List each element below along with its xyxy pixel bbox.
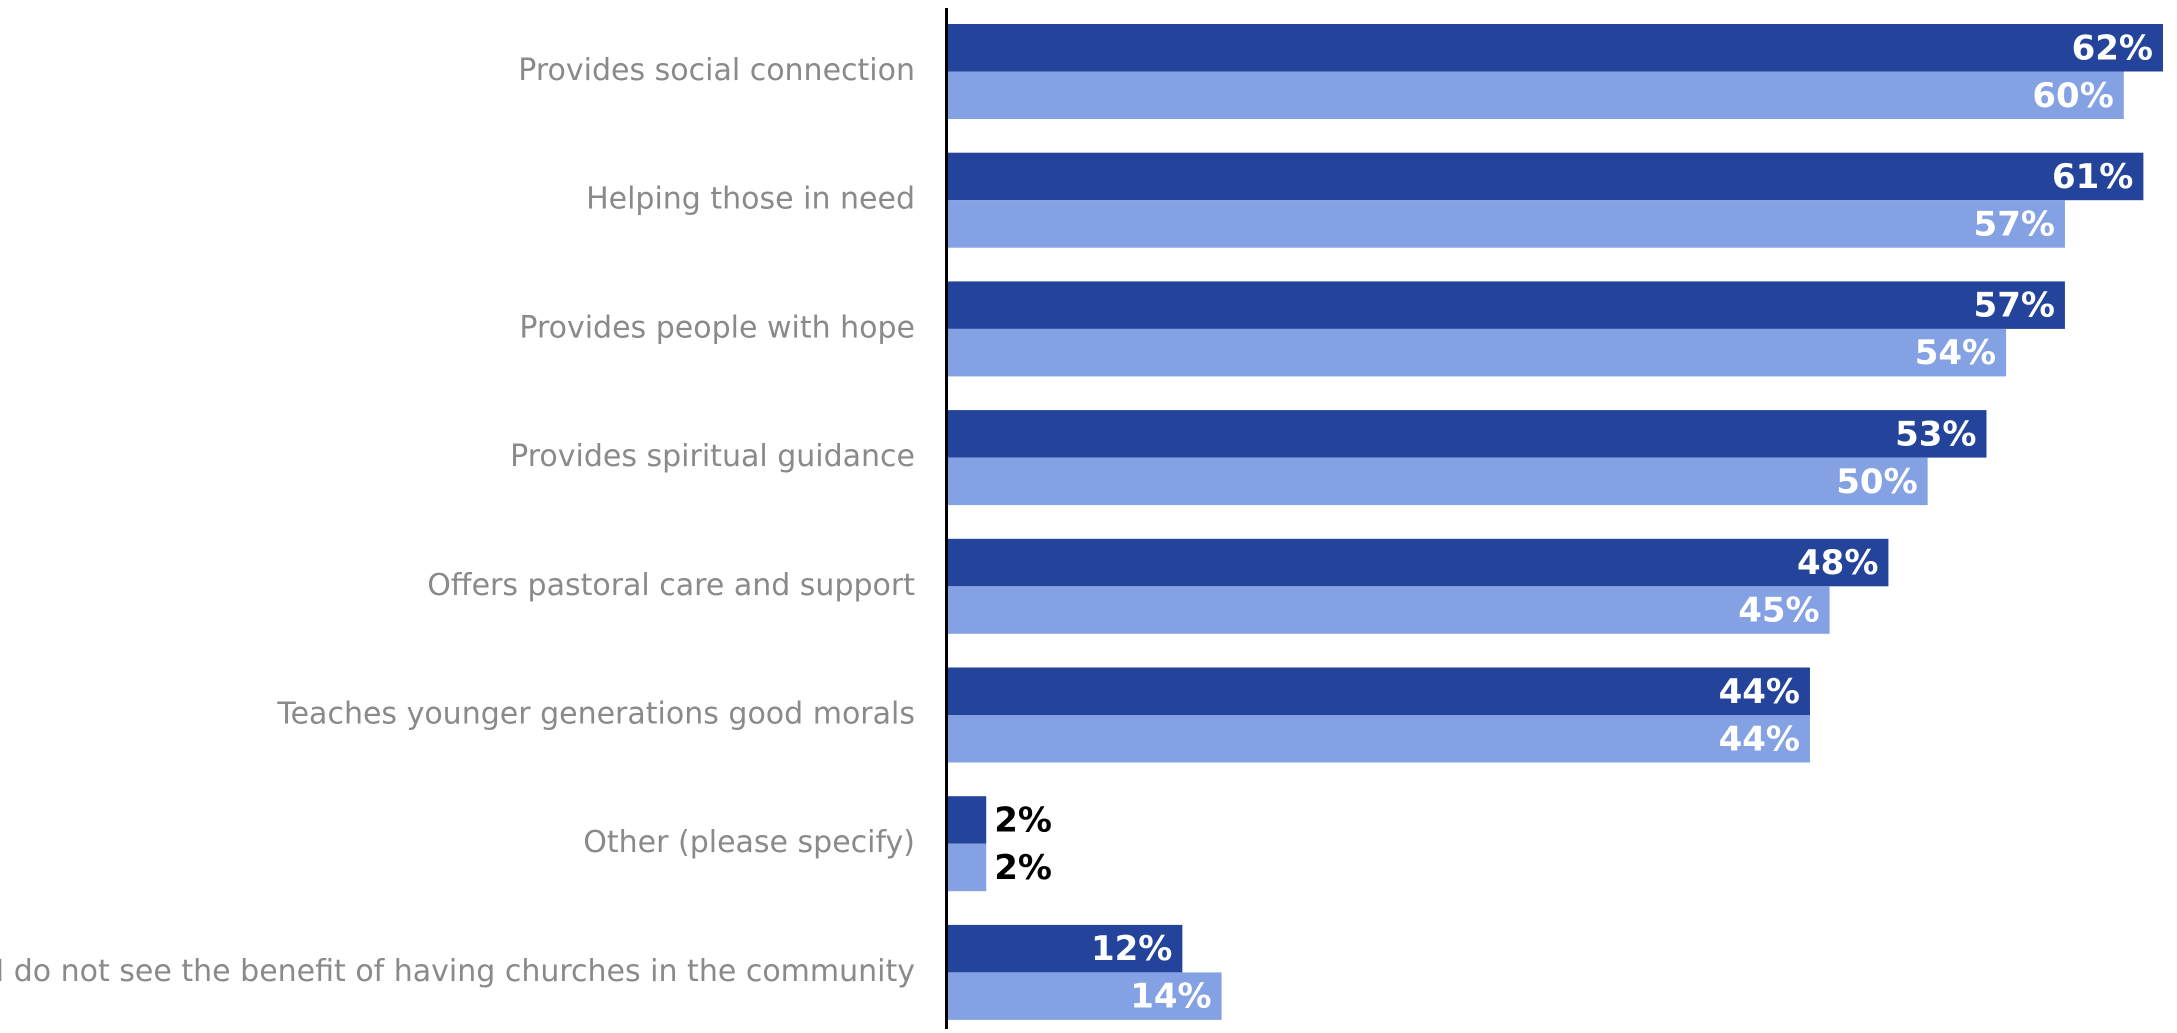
bar-series-1 — [947, 152, 2144, 201]
category-label: Other (please specify) — [583, 825, 915, 860]
bar-series-1 — [947, 281, 2065, 329]
bar-series-1 — [947, 538, 1889, 587]
bar-series-2 — [947, 71, 2124, 119]
data-label: 44% — [1719, 719, 1800, 759]
category-label: Provides social connection — [518, 53, 915, 88]
bar-group: I do not see the benefit of having churc… — [0, 924, 1222, 1020]
bar-series-1 — [947, 667, 1810, 715]
bar-series-1 — [947, 924, 1183, 973]
data-label: 45% — [1738, 591, 1819, 631]
bar-series-2 — [947, 843, 987, 892]
bar-group: Provides spiritual guidance 53% 50% — [510, 410, 1987, 506]
data-label: 53% — [1895, 414, 1976, 454]
data-label: 60% — [2032, 76, 2113, 116]
category-label: Provides people with hope — [519, 310, 915, 345]
data-label: 2% — [994, 848, 1052, 888]
bar-group: Provides people with hope 57% 54% — [519, 281, 2065, 377]
data-label: 62% — [2072, 28, 2153, 68]
bar-group: Teaches younger generations good morals 4… — [276, 667, 1810, 763]
bar-series-1 — [947, 24, 2163, 72]
bar-series-2 — [947, 457, 1928, 506]
data-label: 50% — [1836, 462, 1917, 502]
bar-group: Helping those in need 61% 57% — [586, 152, 2144, 248]
data-label: 54% — [1915, 333, 1996, 373]
category-label: Provides spiritual guidance — [510, 439, 915, 474]
bar-series-2 — [947, 586, 1830, 634]
data-label: 57% — [1974, 286, 2055, 326]
bar-series-2 — [947, 972, 1222, 1020]
category-label: I do not see the benefit of having churc… — [0, 954, 915, 989]
data-label: 48% — [1797, 543, 1878, 583]
category-label: Helping those in need — [586, 182, 915, 217]
data-label: 14% — [1130, 977, 1211, 1017]
data-label: 61% — [2052, 157, 2133, 197]
bar-series-2 — [947, 200, 2065, 248]
category-label: Offers pastoral care and support — [427, 568, 915, 603]
data-label: 44% — [1719, 672, 1800, 712]
bar-group: Other (please specify) 2% 2% — [583, 796, 1052, 892]
bar-series-2 — [947, 715, 1810, 763]
data-label: 12% — [1091, 929, 1172, 969]
data-label: 57% — [1974, 204, 2055, 244]
bar-series-2 — [947, 328, 2007, 377]
data-label: 2% — [994, 800, 1052, 840]
bar-group: Provides social connection 62% 60% — [518, 24, 2163, 119]
category-label: Teaches younger generations good morals — [276, 697, 915, 732]
bar-series-1 — [947, 796, 987, 844]
bar-series-1 — [947, 410, 1987, 458]
bar-group: Offers pastoral care and support 48% 45% — [427, 538, 1889, 634]
